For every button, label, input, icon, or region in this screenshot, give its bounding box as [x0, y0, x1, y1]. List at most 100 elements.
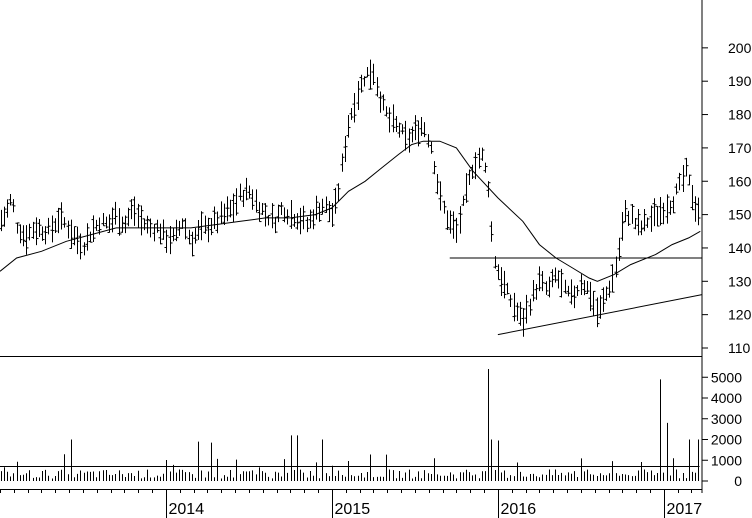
price-bar [610, 264, 615, 293]
price-bar [18, 224, 23, 244]
price-bar [168, 225, 173, 255]
price-tick-label: 120 [728, 307, 752, 323]
price-tick-label: 200 [728, 40, 752, 56]
price-bar [630, 204, 635, 224]
price-bar [31, 221, 36, 239]
time-axis: 2014 2015 2016 2017 [0, 489, 702, 518]
volume-bar-series [1, 368, 699, 481]
price-bar [21, 225, 26, 247]
price-bar [219, 201, 224, 224]
price-tick-label: 180 [728, 107, 752, 123]
price-bar [94, 219, 99, 231]
price-bar [295, 213, 300, 230]
price-bar [381, 94, 386, 111]
price-bar [53, 218, 58, 234]
price-bar [174, 219, 179, 242]
price-tick-label: 110 [728, 340, 751, 356]
price-bar [59, 202, 64, 230]
price-bar [289, 199, 294, 229]
volume-panel: 0 1000 2000 3000 4000 5000 [0, 368, 742, 489]
volume-tick-label: 3000 [711, 411, 742, 427]
price-tick-label: 150 [728, 207, 752, 223]
price-bar [575, 285, 580, 297]
price-bar [477, 147, 482, 169]
price-bar [85, 223, 90, 251]
price-bar [129, 199, 134, 220]
price-bar [56, 207, 61, 234]
price-bar [521, 308, 526, 337]
price-bar [595, 297, 600, 328]
price-bar [384, 106, 389, 117]
price-bar [365, 67, 370, 78]
price-bar [199, 211, 204, 241]
price-bar [636, 208, 641, 236]
price-bar [104, 216, 109, 229]
volume-axis-ticks: 0 1000 2000 3000 4000 5000 [702, 369, 742, 489]
year-label: 2015 [335, 501, 371, 518]
price-bar [88, 231, 93, 243]
volume-tick-label: 1000 [711, 452, 742, 468]
price-bar [139, 205, 144, 236]
price-bar [126, 207, 131, 227]
price-bar [607, 280, 612, 298]
price-bar [266, 214, 271, 226]
price-bar [113, 201, 118, 225]
price-tick-label: 130 [728, 273, 752, 289]
price-bar [62, 217, 67, 228]
price-bar [665, 194, 670, 224]
price-bar [40, 226, 45, 241]
price-bar [480, 147, 485, 161]
price-bar [187, 229, 192, 245]
price-bar [66, 220, 71, 239]
price-bar [518, 301, 523, 326]
price-bar [645, 217, 650, 228]
price-bar [15, 222, 20, 234]
price-tick-label: 170 [728, 140, 752, 156]
price-bar [352, 92, 357, 123]
price-bar [579, 274, 584, 296]
price-bar [343, 136, 348, 162]
price-bar [234, 188, 239, 216]
price-axis-ticks: 110 120 130 140 150 160 170 180 190 200 [702, 40, 752, 356]
price-bar [429, 141, 434, 154]
price-bar [585, 280, 590, 294]
price-tick-label: 190 [728, 73, 752, 89]
price-bar [454, 217, 459, 243]
price-bar [547, 276, 552, 298]
price-bar [559, 268, 564, 298]
price-bar [101, 213, 106, 227]
price-bar [413, 115, 418, 141]
price-bar [2, 206, 7, 227]
price-bar [285, 209, 290, 225]
price-bar [34, 217, 39, 246]
price-bar [340, 153, 345, 172]
price-bar [483, 162, 488, 173]
price-bar [228, 199, 233, 218]
price-bar [655, 205, 660, 227]
price-bar [117, 208, 122, 236]
price-bar [642, 209, 647, 232]
price-bar [387, 107, 392, 133]
price-bar [132, 196, 137, 226]
price-bar [681, 165, 686, 192]
price-bar [183, 218, 188, 240]
price-bar [461, 195, 466, 206]
price-bar [206, 217, 211, 243]
price-bar [617, 237, 622, 261]
price-bar [250, 189, 255, 210]
price-bar [537, 266, 542, 292]
price-bar [231, 193, 236, 222]
price-bar [696, 197, 701, 226]
price-bar [528, 298, 533, 316]
price-bar [464, 173, 469, 203]
price-bar [489, 221, 494, 242]
price-bar [82, 242, 87, 256]
price-bar [442, 200, 447, 214]
price-bar [46, 217, 51, 235]
price-bar [693, 196, 698, 222]
price-bar [222, 203, 227, 225]
price-bar [499, 267, 504, 297]
price-bar [572, 285, 577, 309]
price-bar [171, 227, 176, 242]
price-bar [209, 218, 214, 236]
